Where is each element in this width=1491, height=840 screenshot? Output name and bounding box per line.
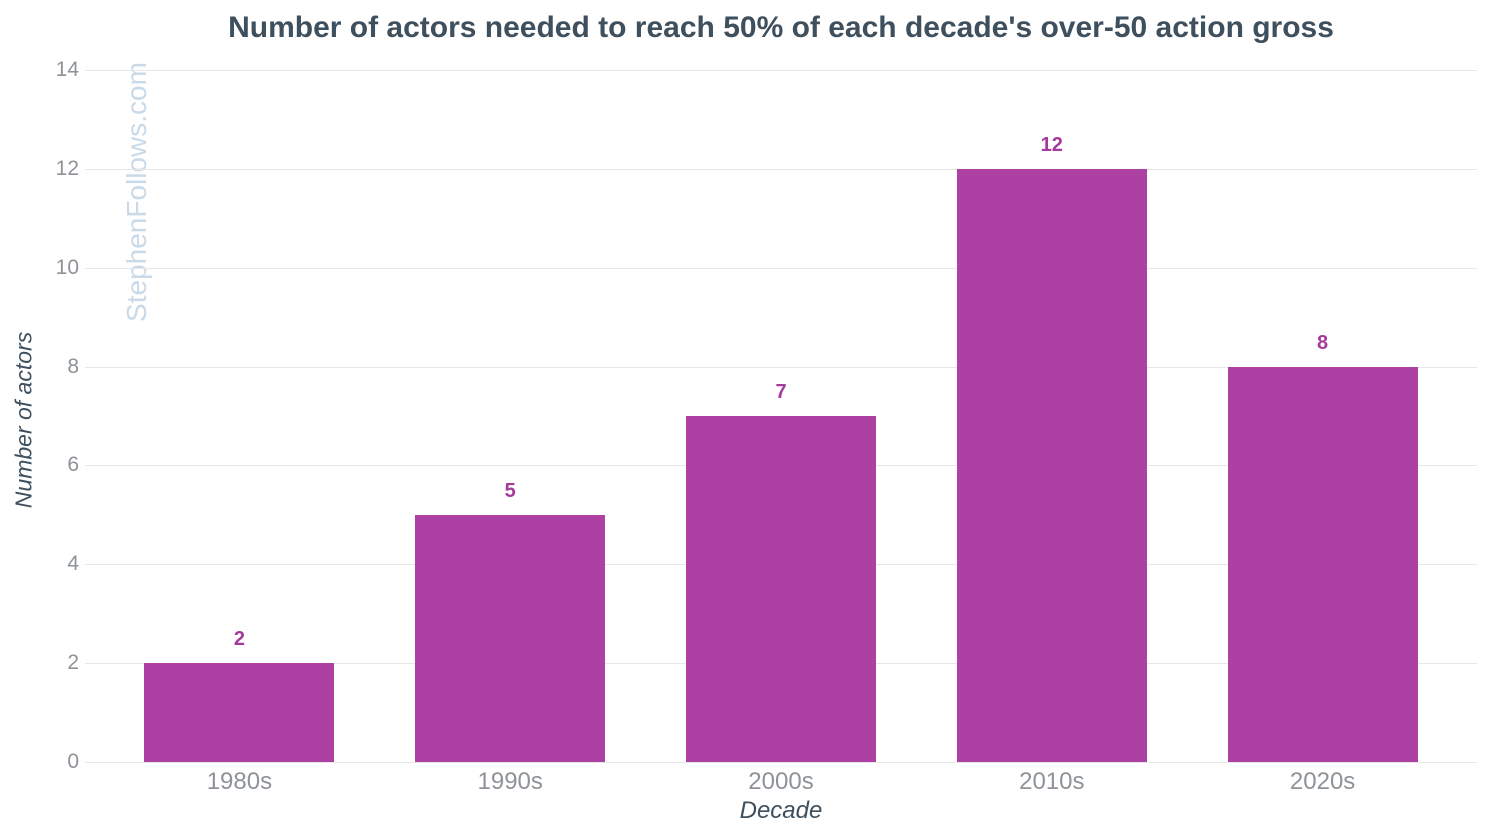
x-tick-label: 2000s <box>748 768 814 795</box>
bar-value-label: 2 <box>233 628 245 651</box>
bar-value-label: 5 <box>504 479 516 502</box>
gridline <box>85 762 1477 763</box>
y-tick-label: 4 <box>67 552 79 576</box>
bar-2010s <box>956 168 1147 762</box>
y-tick-label: 12 <box>55 156 79 180</box>
gridline <box>85 267 1477 269</box>
gridline <box>85 70 1477 71</box>
x-tick-label: 1990s <box>477 768 543 795</box>
x-tick-label: 2020s <box>1289 768 1356 795</box>
x-tick-label: 2010s <box>1019 768 1085 795</box>
x-tick-label: 1980s <box>206 768 273 795</box>
gridline <box>85 366 1477 368</box>
chart-title: Number of actors needed to reach 50% of … <box>228 11 1334 44</box>
y-tick-label: 8 <box>67 354 79 378</box>
bar-1990s <box>415 514 606 762</box>
y-tick-label: 14 <box>55 58 79 81</box>
bar-value-label: 12 <box>1040 133 1063 156</box>
bar-1980s <box>144 663 335 762</box>
bar-2000s <box>686 416 876 762</box>
plot-area: 2 5 7 12 8 <box>85 70 1477 763</box>
bar-value-label: 8 <box>1317 331 1329 354</box>
gridline <box>85 168 1477 170</box>
bar-2020s <box>1227 366 1418 762</box>
y-tick-label: 2 <box>67 651 79 675</box>
y-tick-label: 6 <box>67 453 79 477</box>
y-tick-label: 0 <box>67 750 79 773</box>
x-axis-title: Decade <box>739 797 823 824</box>
y-tick-label: 10 <box>55 255 79 279</box>
bar-value-label: 7 <box>775 381 787 403</box>
